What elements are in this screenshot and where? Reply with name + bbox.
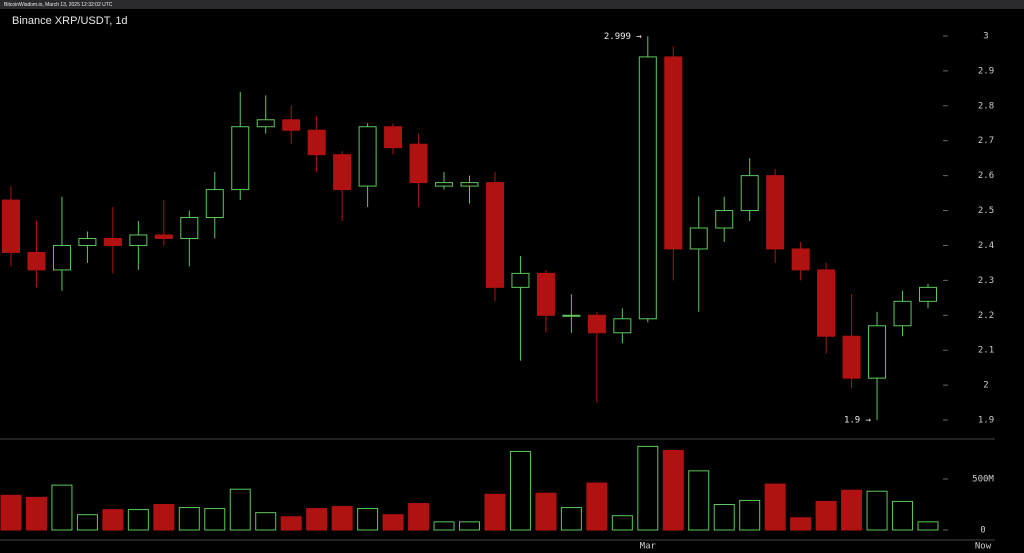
volume-bar [25,496,47,531]
candle-body [740,175,759,212]
volume-bar [509,450,531,531]
candle-body [587,314,606,334]
candle-body [358,126,377,187]
volume-bar [713,504,735,531]
candle-body [27,251,46,271]
volume-bar [611,515,633,531]
candle-body [52,244,71,271]
volume-bar [866,490,888,531]
volume-bar [280,516,302,531]
candle-body [384,126,403,149]
candle-body [511,272,530,288]
candle-body [282,119,301,131]
volume-bar [204,508,226,531]
candle-body [485,182,504,288]
y-tick-label: 2.9 [978,66,994,76]
volume-bar [0,494,22,531]
volume-bar [331,506,353,531]
chart-title: Binance XRP/USDT, 1d [12,15,128,27]
candle-body [664,56,683,250]
volume-bar [357,508,379,531]
y-tick-label: 2.6 [978,171,994,181]
volume-bar [178,507,200,531]
top-bar [0,0,1024,9]
candle-body [536,272,555,316]
candle-body [307,129,326,156]
volume-bar [102,509,124,531]
candle-body [154,234,173,239]
candle-body [205,189,224,219]
y-tick-label: 2.7 [978,136,994,146]
candle-body [460,182,479,187]
volume-bar [917,521,939,531]
candle-body [78,237,97,246]
candle-body [689,227,708,250]
candle-body [180,217,199,239]
y-tick-label: 2.4 [978,241,994,251]
annotation: 2.999 → [604,32,643,42]
candle-body [893,300,912,327]
volume-bar [127,509,149,531]
volume-bar [408,502,430,531]
volume-bar [560,507,582,531]
x-tick-label: Mar [640,542,657,552]
volume-bar [841,489,863,531]
candle-body [842,335,861,379]
volume-bar [153,504,175,531]
y-tick-label: 2.1 [978,346,994,356]
candle-body [562,314,581,317]
y-tick-label: 2 [983,381,988,391]
volume-bar [815,500,837,531]
annotation: 1.9 → [844,416,872,426]
y-tick-label: 2.2 [978,311,994,321]
volume-bar [892,500,914,531]
header: BitcoinWisdom.io, March 13, 2025 12:32:0… [4,2,113,8]
volume-tick-label: 500M [972,475,994,485]
y-tick-label: 2.3 [978,276,994,286]
volume-bar [637,445,659,531]
volume-bar [382,514,404,531]
volume-bar [764,483,786,531]
now-label: Now [975,542,992,552]
candle-body [333,154,352,191]
y-tick-label: 1.9 [978,416,994,426]
candle-body [919,286,937,302]
volume-bar [51,484,73,531]
volume-bar [662,449,684,531]
candle-body [638,56,657,320]
volume-bar [586,482,608,531]
volume-bar [433,521,455,531]
volume-bar [459,521,480,531]
candle-body [231,126,250,191]
y-tick-label: 2.8 [978,101,994,111]
candle-body [103,237,122,246]
volume-bar [790,517,812,531]
volume-bar [306,508,328,531]
volume-bar [688,470,710,531]
volume-bar [484,493,506,531]
candle-body [435,182,454,187]
volume-bar [535,492,557,531]
candle-body [129,234,148,246]
volume-bar [739,499,761,531]
candle-body [613,318,632,334]
candle-body [409,143,428,184]
candle-body [256,119,275,128]
y-tick-label: 3 [983,31,988,41]
candle-body [817,269,836,337]
volume-bar [76,514,98,531]
candle-body [2,199,20,253]
candle-body [791,248,810,271]
volume-bar [229,488,251,531]
volume-bar [255,512,277,531]
candle-body [766,175,785,250]
candle-body [868,325,887,379]
candle-body [715,210,734,229]
y-tick-label: 2.5 [978,206,994,216]
volume-tick-label: 0 [980,526,985,536]
